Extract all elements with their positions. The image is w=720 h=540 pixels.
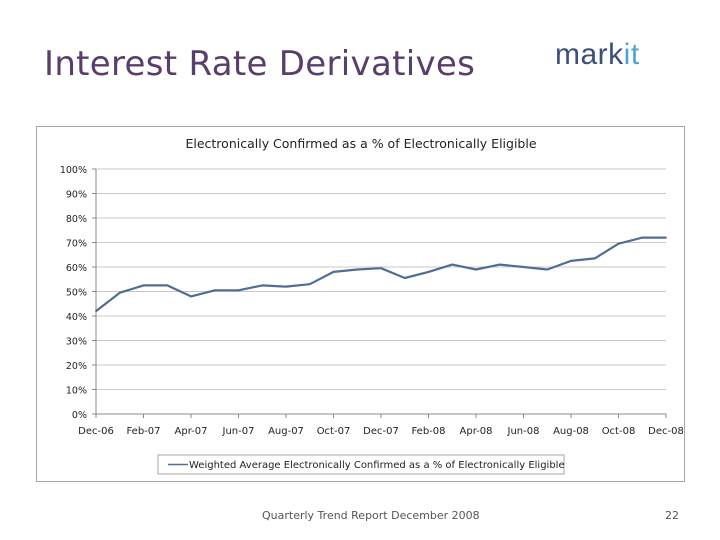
legend-label: Weighted Average Electronically Confirme… [189, 460, 565, 471]
data-point [546, 268, 549, 271]
data-point [261, 284, 264, 287]
data-point [451, 263, 454, 266]
data-point [570, 259, 572, 262]
data-point [118, 291, 121, 294]
data-point [356, 268, 359, 271]
x-tick-label: Feb-07 [126, 426, 160, 437]
data-point [308, 283, 311, 286]
data-point [166, 284, 169, 287]
data-point [285, 285, 287, 288]
data-point [142, 284, 145, 287]
chart-frame: Electronically Confirmed as a % of Elect… [36, 126, 685, 482]
x-tick-label: Aug-08 [553, 426, 589, 437]
data-point [498, 263, 501, 266]
markit-logo: markit [555, 38, 640, 72]
data-point [641, 236, 644, 239]
data-point [593, 257, 596, 260]
y-tick-label: 70% [66, 239, 87, 250]
x-tick-label: Apr-08 [460, 426, 493, 437]
y-tick-label: 80% [66, 214, 87, 225]
y-tick-label: 20% [66, 361, 87, 372]
y-tick-label: 100% [60, 165, 87, 176]
data-point [522, 266, 525, 268]
x-tick-label: Dec-06 [78, 426, 114, 437]
line-chart: Electronically Confirmed as a % of Elect… [60, 136, 684, 475]
logo-mark-text: mark [555, 38, 624, 71]
chart-title: Electronically Confirmed as a % of Elect… [185, 136, 536, 151]
data-point [213, 289, 216, 292]
slide-title: Interest Rate Derivatives [44, 44, 476, 84]
x-tick-label: Oct-07 [317, 426, 351, 437]
y-tick-label: 30% [66, 337, 87, 348]
x-tick-label: Apr-07 [175, 426, 208, 437]
data-point [380, 267, 382, 270]
y-tick-label: 60% [66, 263, 87, 274]
data-point [95, 310, 97, 312]
y-tick-label: 40% [66, 312, 87, 323]
logo-it-text: it [623, 38, 640, 71]
x-tick-label: Jun-07 [222, 426, 255, 437]
data-point [237, 289, 240, 292]
x-tick-label: Dec-08 [648, 426, 684, 437]
x-tick-label: Feb-08 [411, 426, 445, 437]
y-tick-label: 10% [66, 386, 87, 397]
x-tick-label: Dec-07 [363, 426, 399, 437]
x-tick-label: Oct-08 [602, 426, 636, 437]
x-tick-label: Jun-08 [507, 426, 540, 437]
y-tick-label: 0% [72, 410, 87, 421]
page-number: 22 [665, 509, 679, 522]
data-point [332, 271, 335, 273]
series-line [95, 236, 666, 312]
data-point [427, 271, 430, 273]
footer-report-name: Quarterly Trend Report December 2008 [262, 509, 480, 522]
y-tick-label: 50% [66, 288, 87, 299]
x-tick-label: Aug-07 [268, 426, 304, 437]
y-tick-label: 90% [66, 190, 87, 201]
data-point [617, 242, 620, 245]
data-point [403, 277, 406, 279]
data-point [665, 236, 667, 239]
legend-box [157, 454, 565, 475]
data-point [190, 295, 192, 298]
data-point [475, 268, 477, 271]
